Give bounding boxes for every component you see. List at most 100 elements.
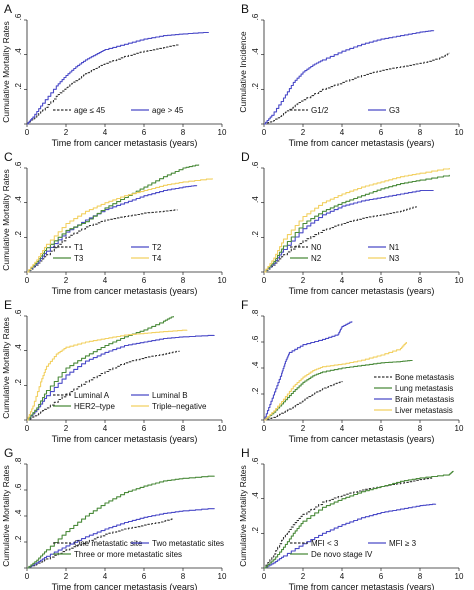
legend-label: Liver metastasis [395, 406, 453, 415]
series-curve [264, 477, 433, 569]
x-tick-label: 6 [379, 572, 384, 581]
legend-label: N3 [389, 254, 400, 263]
series-curve [264, 174, 450, 273]
y-tick-label: .2 [251, 526, 260, 533]
x-tick-label: 0 [25, 572, 30, 581]
x-tick-label: 4 [103, 424, 108, 433]
legend-label: T4 [152, 254, 162, 263]
x-tick-label: 10 [218, 572, 227, 581]
series-curve [264, 359, 413, 421]
legend-label: N2 [311, 254, 322, 263]
x-tick-label: 4 [103, 128, 108, 137]
x-tick-label: 0 [262, 128, 267, 137]
panel-letter: A [4, 2, 12, 16]
series-curve [27, 475, 215, 569]
legend-label: N0 [311, 243, 322, 252]
panel-B: B 0 2 4 6 8 10 .2 .4 .6 Time from cancer metastasi… [238, 2, 464, 148]
y-axis-title: Cumulative Incidence [238, 31, 248, 113]
panel-letter: D [241, 150, 250, 164]
x-tick-label: 10 [455, 128, 464, 137]
x-tick-label: 6 [379, 276, 384, 285]
x-tick-label: 4 [103, 276, 108, 285]
y-axis-title: Cumulative Mortality Rates [1, 169, 11, 271]
series-curve [27, 209, 178, 273]
y-tick-label: .4 [14, 48, 23, 55]
x-axis-title: Time from cancer metastasis (years) [289, 582, 435, 590]
legend-label: HER2–type [74, 402, 115, 411]
x-tick-label: 2 [64, 128, 69, 137]
legend-label: Luminal B [152, 391, 188, 400]
legend-label: age > 45 [152, 106, 184, 115]
x-tick-label: 2 [64, 424, 69, 433]
x-tick-label: 8 [181, 424, 186, 433]
series-curve [264, 52, 450, 125]
x-tick-label: 2 [301, 424, 306, 433]
x-tick-label: 2 [64, 276, 69, 285]
x-tick-label: 4 [340, 128, 345, 137]
x-tick-label: 4 [340, 424, 345, 433]
series-curve [27, 164, 200, 273]
x-tick-label: 10 [218, 424, 227, 433]
x-axis-title: Time from cancer metastasis (years) [289, 138, 435, 148]
x-tick-label: 6 [142, 572, 147, 581]
x-tick-label: 2 [301, 128, 306, 137]
x-tick-label: 4 [103, 572, 108, 581]
panel-A: A 0 2 4 6 8 10 .2 .4 .6 Time from cancer metastasi… [1, 2, 227, 148]
legend-label: Two metastatic sites [152, 539, 224, 548]
panel-H: H 0 2 4 6 8 10 .2 .4 .6 Time from cancer metastasi… [238, 446, 464, 590]
panel-G: G 0 2 4 6 8 10 .2 .4 .6 .8 Time from cancer metasta… [1, 446, 227, 590]
x-tick-label: 8 [418, 276, 423, 285]
x-tick-label: 6 [142, 424, 147, 433]
series-curve [27, 508, 215, 569]
panel-letter: C [4, 150, 13, 164]
legend-label: T1 [74, 243, 84, 252]
y-axis-title: Cumulative Mortality Rates [238, 465, 248, 567]
y-tick-label: .4 [14, 196, 23, 203]
x-tick-label: 6 [142, 128, 147, 137]
y-tick-label: .2 [14, 535, 23, 542]
x-tick-label: 10 [218, 276, 227, 285]
x-tick-label: 8 [181, 572, 186, 581]
series-curve [264, 30, 435, 125]
y-tick-label: .6 [14, 483, 23, 490]
y-tick-label: .2 [14, 230, 23, 237]
panel-letter: G [4, 446, 13, 460]
panel-letter: B [241, 2, 249, 16]
y-axis-title: Cumulative Mortality Rates [1, 21, 11, 123]
series-curve [264, 470, 454, 569]
y-tick-label: .4 [14, 344, 23, 351]
x-axis-title: Time from cancer metastasis (years) [52, 582, 198, 590]
x-axis-title: Time from cancer metastasis (years) [289, 434, 435, 444]
series-curve [27, 44, 180, 125]
x-tick-label: 10 [455, 276, 464, 285]
y-tick-label: .4 [251, 492, 260, 499]
legend-label: G3 [389, 106, 400, 115]
legend-label: Triple–negative [152, 402, 207, 411]
y-axis-title: Cumulative Mortality Rates [1, 317, 11, 419]
x-tick-label: 6 [379, 424, 384, 433]
series-curve [27, 334, 215, 421]
legend-label: MFI < 3 [311, 539, 339, 548]
x-tick-label: 8 [418, 572, 423, 581]
y-axis-title: Cumulative Mortality Rates [1, 465, 11, 567]
series-curve [27, 185, 198, 273]
y-tick-label: .6 [251, 161, 260, 168]
x-tick-label: 2 [301, 276, 306, 285]
legend-label: G1/2 [311, 106, 329, 115]
y-tick-label: .8 [14, 457, 23, 464]
panel-letter: E [4, 298, 12, 312]
y-tick-label: .6 [14, 13, 23, 20]
y-tick-label: .6 [251, 13, 260, 20]
x-tick-label: 0 [262, 276, 267, 285]
y-tick-label: .4 [14, 509, 23, 516]
x-axis-title: Time from cancer metastasis (years) [52, 434, 198, 444]
series-curve [264, 381, 343, 421]
x-tick-label: 0 [25, 128, 30, 137]
y-tick-label: .6 [14, 309, 23, 316]
y-tick-label: .2 [14, 82, 23, 89]
x-tick-label: 4 [340, 276, 345, 285]
legend-label: T3 [74, 254, 84, 263]
panel-D: D 0 2 4 6 8 10 .2 .4 .6 Time from cancer metastasi… [241, 150, 464, 296]
series-curve [27, 329, 188, 421]
series-curve [264, 189, 434, 273]
